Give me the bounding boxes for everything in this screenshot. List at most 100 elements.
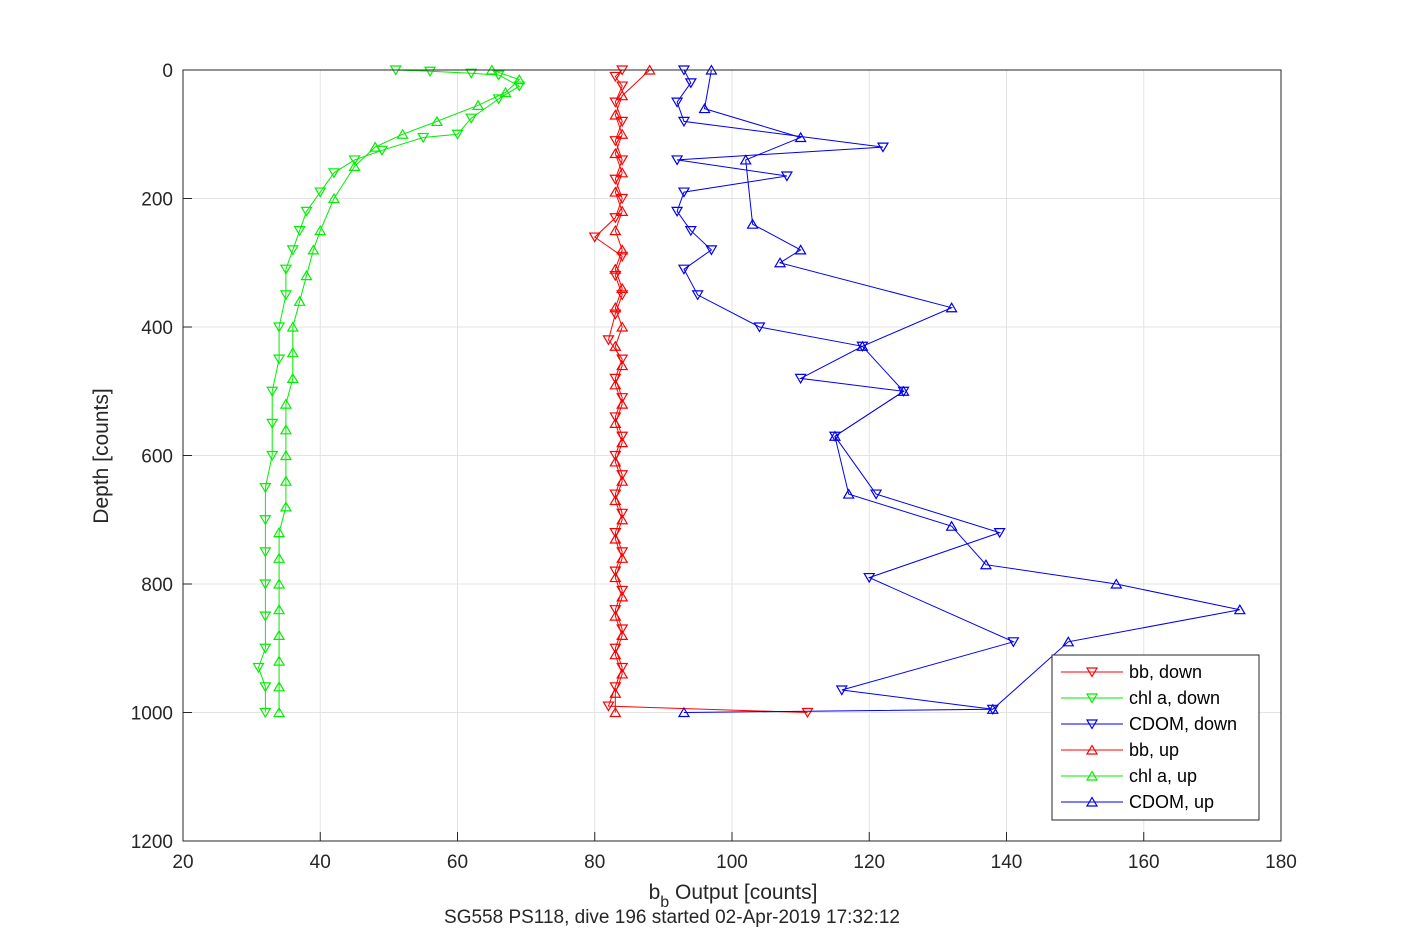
data-point	[279, 290, 292, 301]
series-cdom-up	[677, 64, 1246, 718]
data-point	[616, 193, 629, 205]
data-point	[259, 579, 272, 590]
data-point	[876, 142, 890, 153]
data-point	[252, 662, 265, 674]
data-point	[259, 611, 272, 622]
legend-marker	[1085, 719, 1099, 730]
y-axis-label: Depth [counts]	[90, 388, 113, 523]
data-point	[616, 321, 629, 332]
data-point	[513, 73, 526, 85]
data-point	[616, 629, 629, 640]
data-point	[945, 520, 958, 531]
data-point	[616, 81, 629, 92]
x-label-sub: b	[660, 894, 669, 911]
data-point	[286, 347, 299, 358]
data-point	[691, 290, 704, 301]
data-point	[746, 218, 759, 229]
data-point	[293, 226, 306, 237]
data-point	[266, 418, 279, 430]
x-axis-label: bb Output [counts]	[649, 881, 818, 911]
legend-marker	[1085, 693, 1099, 704]
data-point	[609, 109, 622, 120]
data-point	[677, 187, 691, 198]
legend-label: bb, down	[1129, 662, 1202, 682]
data-point	[279, 475, 292, 486]
data-point	[897, 385, 910, 396]
data-point	[609, 71, 622, 83]
y-tick-label: 400	[141, 318, 173, 339]
data-point	[430, 115, 443, 126]
data-point	[780, 171, 793, 182]
data-point	[945, 302, 958, 313]
data-point	[609, 302, 622, 313]
data-point	[348, 160, 361, 171]
data-point	[993, 528, 1006, 539]
data-point	[609, 224, 622, 236]
x-tick-label: 40	[310, 852, 331, 873]
x-axis: 20 40 60 80 100 120 140 160 180	[172, 832, 1297, 873]
data-point	[616, 90, 629, 101]
data-point	[616, 398, 629, 409]
data-point	[609, 494, 622, 506]
data-point	[369, 141, 382, 152]
data-point	[616, 167, 629, 178]
legend-box	[1051, 654, 1260, 821]
series-line	[683, 69, 1240, 713]
data-point	[499, 86, 512, 98]
x-tick-label: 80	[584, 852, 605, 873]
data-point	[273, 655, 286, 666]
data-point	[314, 224, 327, 236]
data-point	[273, 681, 286, 692]
data-point	[609, 456, 622, 467]
legend-marker	[1085, 744, 1099, 755]
data-point	[616, 244, 629, 255]
data-point	[609, 136, 622, 147]
data-point	[273, 706, 286, 718]
data-point	[773, 257, 787, 268]
data-point	[273, 552, 286, 563]
data-point	[609, 186, 622, 197]
series-chl-a-down	[252, 65, 526, 719]
data-point	[279, 501, 292, 512]
data-point	[753, 322, 766, 333]
data-point	[1007, 637, 1020, 648]
data-point	[273, 604, 286, 615]
data-point	[396, 128, 409, 139]
data-point	[616, 591, 629, 602]
data-point	[259, 547, 272, 558]
data-point	[451, 129, 464, 140]
data-point	[616, 116, 629, 128]
data-point	[842, 488, 855, 499]
data-point	[492, 70, 505, 81]
data-point	[1062, 636, 1075, 647]
series-chl-a-up	[273, 64, 526, 718]
data-point	[616, 282, 629, 294]
data-point	[739, 154, 752, 165]
data-point	[609, 97, 622, 108]
data-point	[609, 571, 622, 583]
data-point	[424, 66, 437, 77]
x-tick-label: 180	[1265, 852, 1297, 873]
data-point	[273, 322, 286, 333]
data-point	[609, 263, 622, 274]
legend-label: CDOM, down	[1129, 714, 1237, 734]
data-point	[492, 94, 505, 105]
data-point	[348, 155, 361, 166]
data-point	[609, 648, 622, 660]
data-point	[327, 168, 341, 179]
legend-marker	[1085, 796, 1099, 807]
data-point	[602, 701, 615, 712]
y-tick-label: 0	[162, 61, 173, 82]
data-point	[286, 245, 299, 256]
data-point	[801, 707, 814, 719]
data-point	[677, 116, 691, 128]
data-point	[300, 206, 313, 218]
data-point	[986, 703, 999, 714]
data-point	[616, 359, 629, 371]
data-point	[828, 430, 841, 441]
legend-marker	[1085, 770, 1099, 781]
data-point	[279, 398, 292, 409]
data-point	[684, 226, 697, 237]
data-point	[588, 232, 601, 243]
data-point	[472, 99, 485, 110]
